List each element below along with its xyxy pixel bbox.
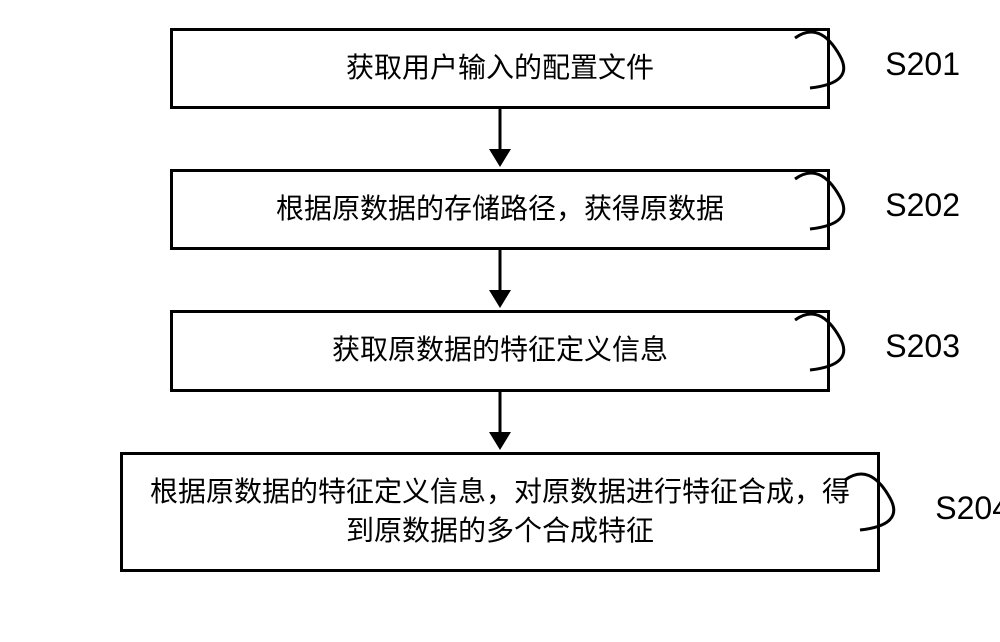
- arrow-3: [480, 392, 520, 452]
- step-label-s201: S201: [885, 46, 960, 83]
- step-label-s203: S203: [885, 328, 960, 365]
- connector-curve-s202: [790, 169, 860, 239]
- step-row-1: 获取用户输入的配置文件 S201: [60, 28, 940, 109]
- step-box-s201: 获取用户输入的配置文件: [170, 28, 830, 109]
- connector-curve-s201: [790, 28, 860, 98]
- step-label-s202: S202: [885, 187, 960, 224]
- connector-curve-s203: [790, 310, 860, 380]
- flowchart-container: 获取用户输入的配置文件 S201 根据原数据的存储路径，获得原数据 S202 获…: [60, 28, 940, 572]
- arrow-2: [480, 250, 520, 310]
- step-label-s204: S204: [935, 490, 1000, 527]
- step-box-s204: 根据原数据的特征定义信息，对原数据进行特征合成，得到原数据的多个合成特征: [120, 452, 880, 572]
- connector-curve-s204: [840, 470, 910, 540]
- step-text: 获取用户输入的配置文件: [346, 49, 654, 88]
- step-box-s202: 根据原数据的存储路径，获得原数据: [170, 169, 830, 250]
- arrow-1: [480, 109, 520, 169]
- step-row-4: 根据原数据的特征定义信息，对原数据进行特征合成，得到原数据的多个合成特征 S20…: [60, 452, 940, 572]
- step-text: 获取原数据的特征定义信息: [332, 331, 668, 370]
- step-box-s203: 获取原数据的特征定义信息: [170, 310, 830, 391]
- step-text: 根据原数据的存储路径，获得原数据: [276, 190, 724, 229]
- step-text: 根据原数据的特征定义信息，对原数据进行特征合成，得到原数据的多个合成特征: [143, 473, 857, 551]
- step-row-2: 根据原数据的存储路径，获得原数据 S202: [60, 169, 940, 250]
- step-row-3: 获取原数据的特征定义信息 S203: [60, 310, 940, 391]
